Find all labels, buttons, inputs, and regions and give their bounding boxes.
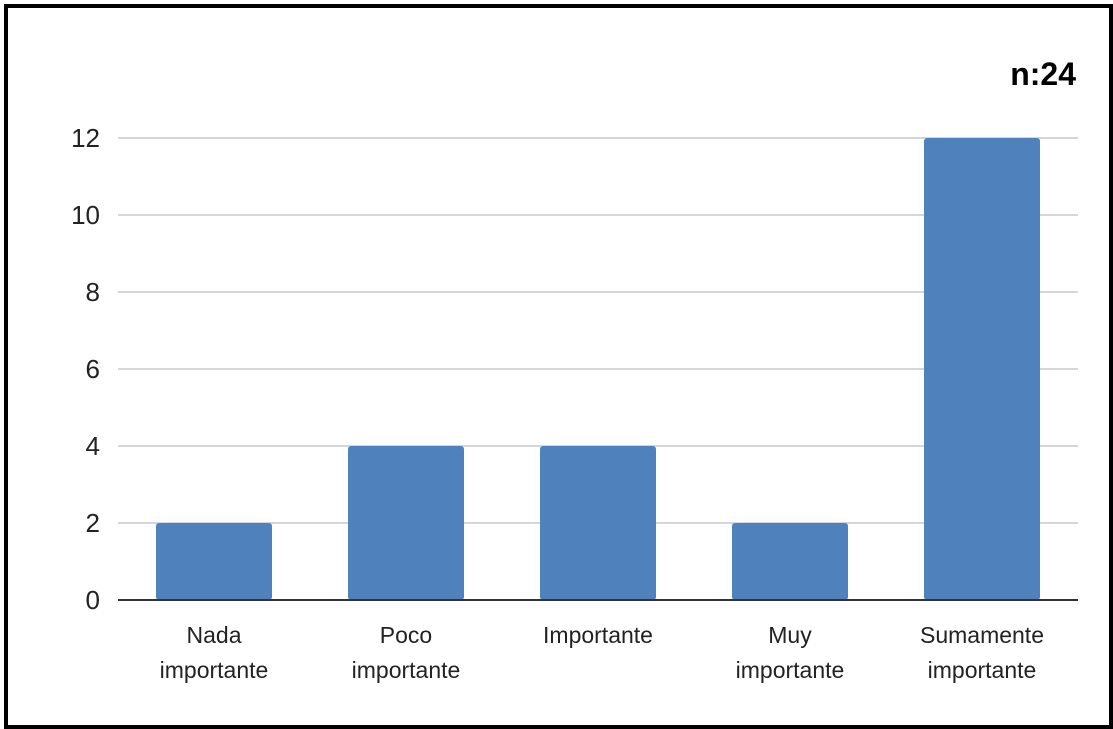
gridlines: [118, 137, 1078, 524]
sample-size-label: n:24: [1010, 56, 1076, 92]
bar: [540, 446, 656, 600]
y-tick-label: 4: [86, 431, 100, 461]
x-tick-label: Importante: [543, 622, 653, 648]
bar: [348, 446, 464, 600]
y-tick-label: 12: [71, 123, 100, 153]
y-tick-labels: 0 2 4 6 8 10 12: [71, 123, 100, 615]
y-tick-label: 2: [86, 508, 100, 538]
x-tick-label: Muy importante: [736, 622, 845, 683]
y-tick-label: 0: [86, 585, 100, 615]
bar: [156, 523, 272, 600]
y-tick-label: 6: [86, 354, 100, 384]
y-tick-label: 8: [86, 277, 100, 307]
bar: [732, 523, 848, 600]
x-tick-label: Poco importante: [352, 622, 461, 683]
bar: [924, 138, 1040, 600]
y-tick-label: 10: [71, 200, 100, 230]
x-tick-labels: Nada importante Poco importante Importante Mu…: [160, 622, 1044, 683]
x-tick-label: Nada importante: [160, 622, 269, 683]
chart-frame: 0 2 4 6 8 10 12 Nada importante Poco importante Im…: [4, 4, 1113, 729]
x-tick-label: Sumamente importante: [920, 622, 1044, 683]
bars: [156, 138, 1040, 600]
